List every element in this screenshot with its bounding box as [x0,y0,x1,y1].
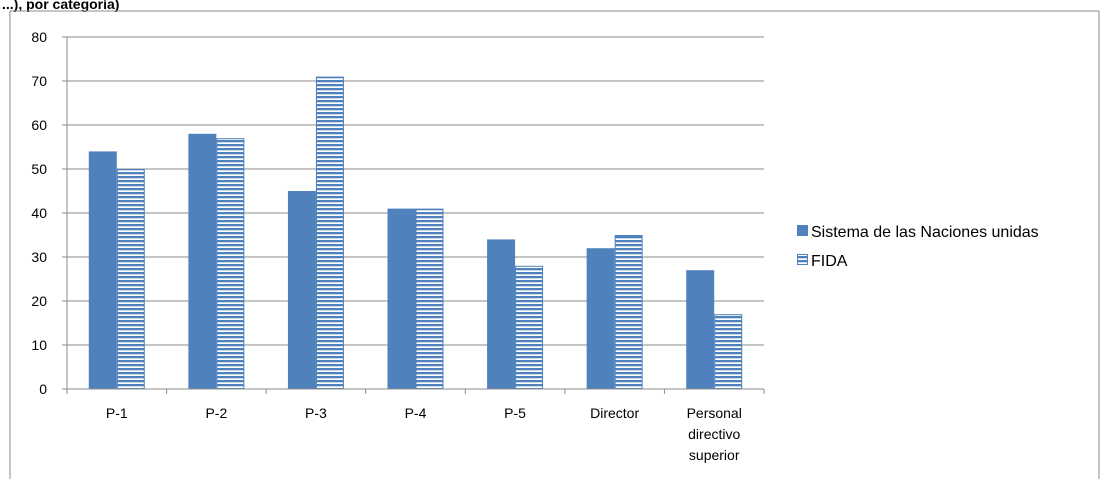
axes [66,37,765,394]
bars [88,76,743,390]
y-tick-label: 50 [31,161,47,177]
x-tick-label: P-2 [205,405,227,421]
bar-series-1 [515,265,544,390]
x-tick-label: P-5 [504,405,526,421]
y-tick-label: 20 [31,293,47,309]
y-tick-label: 0 [39,381,47,397]
x-tick-label: P-3 [305,405,327,421]
bar-series-1 [614,235,643,390]
bar-series-0 [188,133,217,389]
y-tick-label: 70 [31,73,47,89]
bar-series-0 [586,248,615,389]
x-tick-label: Director [590,405,639,421]
bar-series-1 [415,208,444,390]
y-tick-label: 30 [31,249,47,265]
chart-title-fragment: ...), por categoría) [2,0,120,12]
y-tick-label: 60 [31,117,47,133]
y-axis-ticks: 0 10 20 30 40 50 60 70 80 [31,29,67,397]
bar-series-0 [487,239,516,389]
bar-series-0 [88,151,117,389]
legend-swatch [797,225,808,236]
bar-series-0 [686,270,715,389]
x-tick-label: P-1 [106,405,128,421]
y-tick-label: 80 [31,29,47,45]
y-tick-label: 10 [31,337,47,353]
x-tick-label: P-4 [405,405,427,421]
bar-series-1 [216,138,245,390]
bar-series-1 [714,314,743,390]
y-tick-label: 40 [31,205,47,221]
bar-series-1 [116,169,145,390]
bar-series-0 [287,191,316,389]
x-axis-labels: P-1 P-2 P-3 P-4 P-5 Director Personal directivo… [106,405,742,463]
x-tick-label: Personal [687,405,742,421]
legend-swatch [797,254,808,265]
legend: Sistema de las Naciones unidas FIDA [797,224,1039,270]
x-tick-label: directivo [688,426,740,442]
legend-label: Sistema de las Naciones unidas [811,224,1039,241]
bar-series-1 [315,76,344,390]
bar-series-0 [387,208,416,389]
legend-label: FIDA [811,253,848,270]
x-tick-label: superior [689,447,740,463]
